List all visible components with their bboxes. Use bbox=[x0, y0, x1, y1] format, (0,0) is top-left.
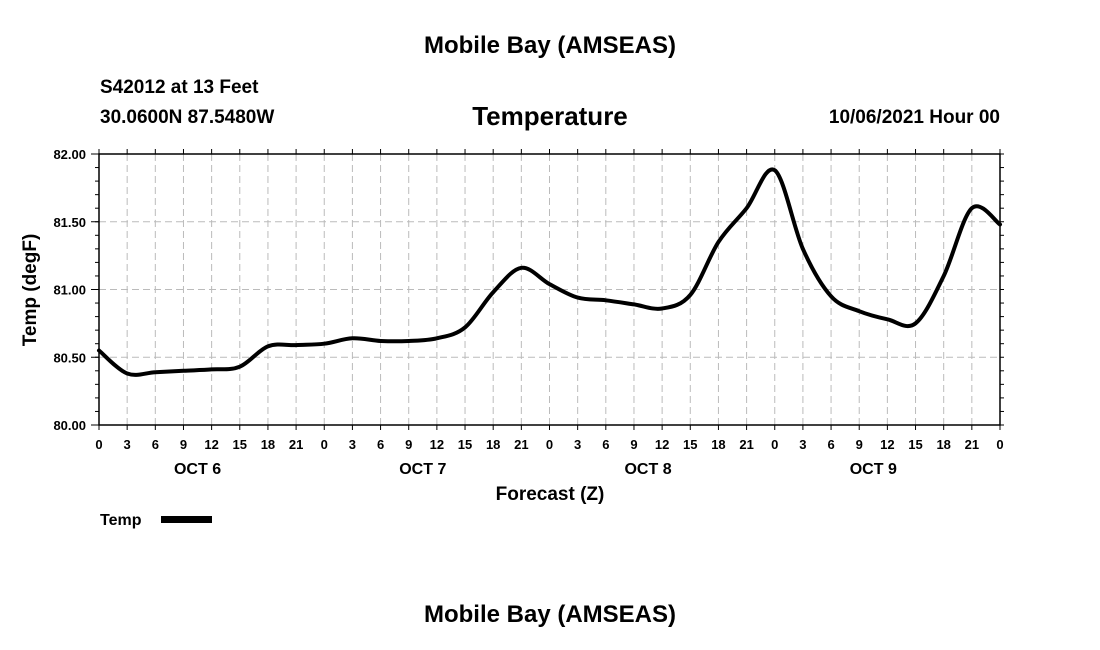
x-tick-label: 15 bbox=[233, 437, 247, 452]
day-label: OCT 9 bbox=[850, 461, 897, 478]
day-label: OCT 7 bbox=[399, 461, 446, 478]
x-tick-label: 18 bbox=[486, 437, 500, 452]
x-tick-label: 21 bbox=[514, 437, 528, 452]
x-tick-label: 15 bbox=[458, 437, 472, 452]
legend-label: Temp bbox=[100, 512, 142, 529]
day-label: OCT 8 bbox=[624, 461, 671, 478]
y-tick-label: 81.00 bbox=[53, 283, 86, 298]
x-tick-label: 6 bbox=[152, 437, 159, 452]
footer-title: Mobile Bay (AMSEAS) bbox=[423, 601, 677, 628]
x-tick-label: 18 bbox=[261, 437, 275, 452]
x-tick-label: 6 bbox=[827, 437, 834, 452]
x-tick-label: 21 bbox=[289, 437, 303, 452]
x-tick-label: 15 bbox=[683, 437, 697, 452]
x-tick-label: 12 bbox=[430, 437, 444, 452]
x-tick-label: 18 bbox=[936, 437, 950, 452]
x-tick-label: 3 bbox=[124, 437, 131, 452]
x-tick-label: 9 bbox=[405, 437, 412, 452]
axis-ticks bbox=[91, 149, 1004, 430]
x-axis-label: Forecast (Z) bbox=[496, 484, 605, 505]
y-tick-labels: 80.00 80.50 81.00 81.50 82.00 bbox=[53, 147, 86, 433]
x-tick-label: 0 bbox=[95, 437, 102, 452]
chart-title: Mobile Bay (AMSEAS) bbox=[423, 32, 677, 59]
temp-series-line bbox=[97, 167, 1002, 377]
legend-swatch bbox=[161, 516, 212, 523]
x-tick-label: 12 bbox=[204, 437, 218, 452]
y-tick-label: 82.00 bbox=[53, 147, 86, 162]
x-tick-label: 15 bbox=[908, 437, 922, 452]
x-tick-label: 9 bbox=[856, 437, 863, 452]
station-label: S42012 at 13 Feet bbox=[100, 77, 259, 98]
variable-title: Temperature bbox=[472, 101, 628, 131]
day-labels: OCT 6 OCT 7 OCT 8 OCT 9 bbox=[174, 461, 897, 478]
x-tick-label: 0 bbox=[771, 437, 778, 452]
y-axis-label: Temp (degF) bbox=[20, 234, 41, 347]
x-tick-label: 9 bbox=[180, 437, 187, 452]
x-tick-label: 0 bbox=[996, 437, 1003, 452]
x-tick-label: 6 bbox=[602, 437, 609, 452]
y-tick-label: 81.50 bbox=[53, 215, 86, 230]
coordinates-label: 30.0600N 87.5480W bbox=[100, 107, 275, 128]
grid-lines bbox=[99, 154, 1000, 425]
forecast-datetime: 10/06/2021 Hour 00 bbox=[828, 107, 1000, 128]
x-tick-labels: 0 3 6 9 12 15 18 21 0 3 6 9 12 15 18 21 0 3 6 9 12 15 18 21 0 3 6 9… bbox=[95, 437, 1003, 452]
x-tick-label: 3 bbox=[799, 437, 806, 452]
y-tick-label: 80.50 bbox=[53, 350, 86, 365]
x-tick-label: 21 bbox=[965, 437, 979, 452]
y-tick-label: 80.00 bbox=[53, 418, 86, 433]
x-tick-label: 0 bbox=[321, 437, 328, 452]
day-label: OCT 6 bbox=[174, 461, 221, 478]
x-tick-label: 12 bbox=[880, 437, 894, 452]
x-tick-label: 12 bbox=[655, 437, 669, 452]
x-tick-label: 9 bbox=[630, 437, 637, 452]
x-tick-label: 6 bbox=[377, 437, 384, 452]
x-tick-label: 3 bbox=[349, 437, 356, 452]
x-tick-label: 0 bbox=[546, 437, 553, 452]
x-tick-label: 21 bbox=[739, 437, 753, 452]
x-tick-label: 3 bbox=[574, 437, 581, 452]
x-tick-label: 18 bbox=[711, 437, 725, 452]
